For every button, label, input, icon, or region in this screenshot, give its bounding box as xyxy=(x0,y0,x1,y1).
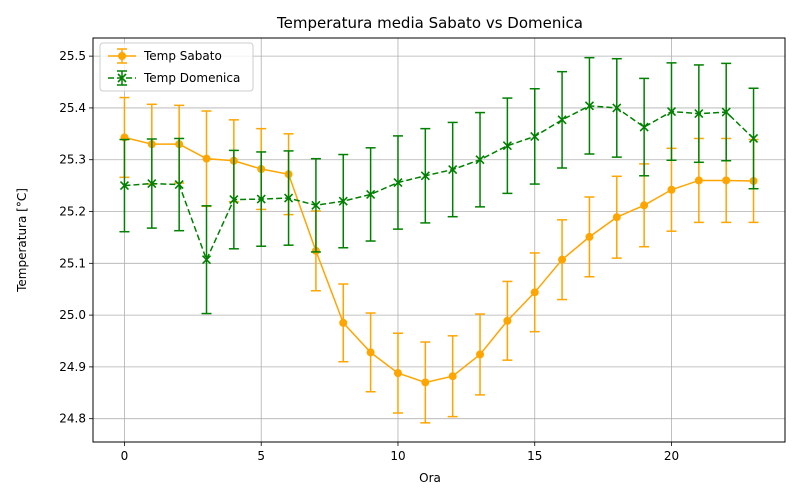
legend: Temp Sabato Temp Domenica xyxy=(99,42,254,92)
data-point xyxy=(421,378,430,387)
x-tick-label: 10 xyxy=(390,449,405,463)
y-tick-label: 25.0 xyxy=(59,308,86,322)
data-point xyxy=(694,176,703,185)
data-point xyxy=(667,185,676,194)
data-point xyxy=(339,318,348,327)
data-point xyxy=(558,255,567,264)
data-point xyxy=(557,115,567,125)
series-layer xyxy=(119,56,759,424)
y-tick-label: 25.1 xyxy=(59,256,86,270)
data-point xyxy=(585,232,594,241)
data-point xyxy=(393,369,402,378)
data-point xyxy=(584,101,595,111)
data-point xyxy=(174,180,184,190)
data-point xyxy=(530,131,540,141)
data-point xyxy=(393,177,403,188)
x-axis: 0 5 10 15 20 xyxy=(121,442,679,463)
plot-area xyxy=(93,38,785,442)
x-tick-label: 20 xyxy=(664,449,679,463)
data-point xyxy=(366,189,376,199)
y-tick-label: 24.8 xyxy=(59,412,86,426)
series-line xyxy=(124,136,754,384)
series-line xyxy=(124,105,755,262)
x-tick-label: 0 xyxy=(121,449,129,463)
data-point xyxy=(612,103,622,113)
y-tick-label: 24.9 xyxy=(59,360,86,374)
x-tick-label: 15 xyxy=(527,449,542,463)
data-point xyxy=(666,106,677,117)
data-point xyxy=(420,171,430,181)
plot-frame xyxy=(92,37,786,443)
x-axis-label: Ora xyxy=(419,471,441,485)
data-point xyxy=(366,348,375,357)
y-tick-label: 25.5 xyxy=(59,49,86,63)
data-point xyxy=(229,195,239,205)
data-point xyxy=(476,350,485,359)
y-tick-label: 25.4 xyxy=(59,101,86,115)
data-point xyxy=(502,141,512,151)
series-domenica xyxy=(119,56,759,315)
chart-title: Temperatura media Sabato vs Domenica xyxy=(276,14,583,32)
data-point xyxy=(202,154,211,163)
data-point xyxy=(338,196,348,206)
legend-marker xyxy=(117,73,127,83)
data-point xyxy=(201,255,212,265)
data-point xyxy=(256,194,266,204)
legend-marker xyxy=(118,52,126,60)
legend-label: Temp Sabato xyxy=(143,49,222,63)
data-point xyxy=(722,176,731,185)
legend-box xyxy=(99,42,254,92)
data-point xyxy=(311,200,321,210)
data-point xyxy=(283,193,294,203)
y-tick-label: 25.2 xyxy=(59,205,86,219)
data-point xyxy=(475,155,485,165)
data-point xyxy=(639,122,649,132)
legend-label: Temp Domenica xyxy=(143,71,240,85)
data-point xyxy=(119,181,130,191)
data-point xyxy=(612,213,621,222)
data-point xyxy=(448,372,457,381)
data-point xyxy=(530,288,539,297)
data-point xyxy=(748,133,759,144)
y-axis-label: Temperatura [°C] xyxy=(15,188,29,293)
data-point xyxy=(640,201,649,210)
x-tick-label: 5 xyxy=(257,449,265,463)
data-point xyxy=(694,109,704,119)
y-tick-label: 25.3 xyxy=(59,153,86,167)
data-point xyxy=(721,107,731,117)
data-point xyxy=(147,178,157,189)
data-point xyxy=(503,316,512,325)
data-point xyxy=(448,164,458,175)
y-axis: 24.8 24.9 25.0 25.1 25.2 25.3 25.4 25.5 xyxy=(59,49,93,426)
